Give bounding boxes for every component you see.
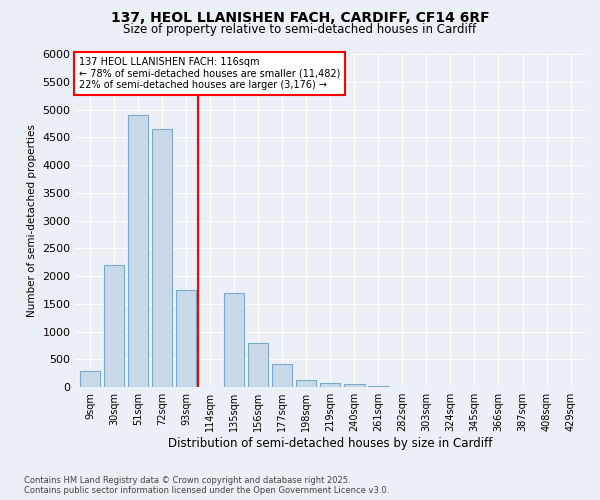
Bar — [272, 364, 292, 387]
Bar — [296, 380, 316, 387]
Bar — [320, 383, 340, 387]
Text: 137, HEOL LLANISHEN FACH, CARDIFF, CF14 6RF: 137, HEOL LLANISHEN FACH, CARDIFF, CF14 … — [110, 11, 490, 25]
X-axis label: Distribution of semi-detached houses by size in Cardiff: Distribution of semi-detached houses by … — [168, 437, 493, 450]
Bar — [224, 293, 244, 387]
Bar — [248, 343, 268, 387]
Text: Size of property relative to semi-detached houses in Cardiff: Size of property relative to semi-detach… — [124, 22, 476, 36]
Bar — [392, 386, 413, 387]
Bar — [176, 290, 196, 387]
Bar — [80, 370, 100, 387]
Bar — [104, 265, 124, 387]
Bar — [128, 115, 148, 387]
Bar — [344, 384, 365, 387]
Text: 137 HEOL LLANISHEN FACH: 116sqm
← 78% of semi-detached houses are smaller (11,48: 137 HEOL LLANISHEN FACH: 116sqm ← 78% of… — [79, 57, 341, 90]
Y-axis label: Number of semi-detached properties: Number of semi-detached properties — [27, 124, 37, 317]
Text: Contains HM Land Registry data © Crown copyright and database right 2025.
Contai: Contains HM Land Registry data © Crown c… — [24, 476, 389, 495]
Bar — [152, 129, 172, 387]
Bar — [368, 386, 389, 387]
